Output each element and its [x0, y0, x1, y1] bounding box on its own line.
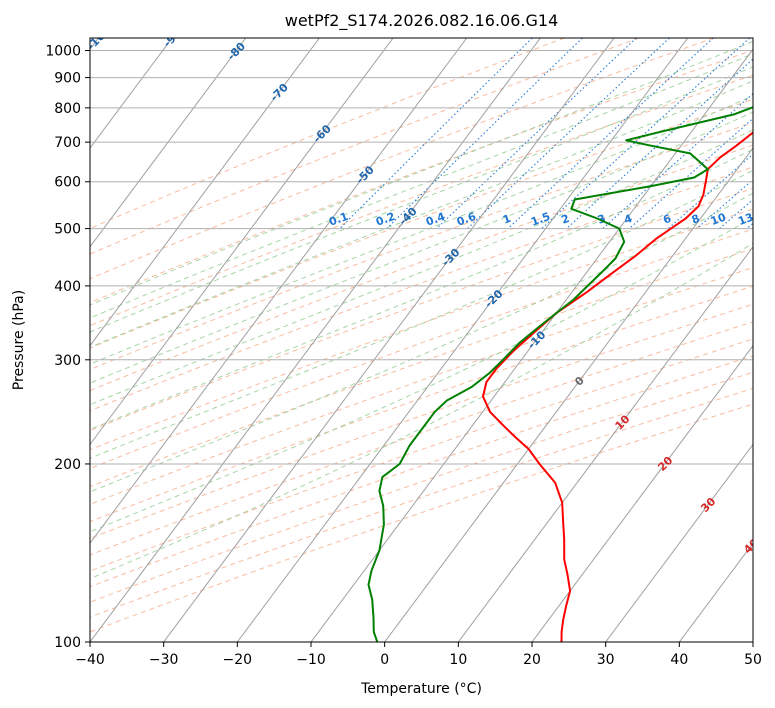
y-tick-label: 500	[54, 222, 81, 238]
y-tick-label: 800	[54, 101, 81, 117]
moist-adiabat-line	[90, 192, 753, 493]
dry-adiabat-line	[90, 267, 753, 505]
dry-adiabat-line	[90, 38, 715, 280]
mixing-ratio-line	[667, 153, 753, 230]
isotherm-line	[90, 38, 394, 446]
mixing-ratio-labels: 0.10.20.40.611.52346810131620253036	[327, 210, 755, 229]
dry-adiabat-line	[90, 371, 753, 603]
moist-adiabat-line	[90, 148, 753, 430]
x-tick-label: −10	[296, 652, 326, 668]
mixing-ratio-line	[339, 38, 533, 230]
dewpoint-trace	[367, 106, 753, 642]
y-tick-label: 200	[54, 457, 81, 473]
y-tick-label: 600	[54, 175, 81, 191]
temperature-trace	[482, 131, 753, 642]
x-tick-label: 20	[523, 652, 541, 668]
x-tick-label: 50	[744, 652, 762, 668]
sounding-traces	[367, 106, 753, 642]
dry-adiabat-label: 40	[741, 536, 761, 556]
mixing-ratio-label: 10	[709, 210, 728, 228]
y-tick-label: 400	[54, 279, 81, 295]
dry-adiabat-line	[90, 285, 753, 523]
x-tick-label: −20	[223, 652, 253, 668]
mixing-ratio-label: 4	[622, 212, 634, 227]
isotherm-line	[605, 443, 753, 642]
isotherm-line	[90, 38, 541, 642]
x-tick-label: −40	[75, 652, 105, 668]
mixing-ratio-label: 0.2	[374, 210, 397, 229]
y-tick-label: 1000	[45, 44, 81, 60]
pressure-gridlines	[90, 50, 753, 642]
moist-adiabat-line	[90, 53, 753, 319]
isotherm-line	[90, 38, 320, 347]
chart-title: wetPf2_S174.2026.082.16.06.G14	[285, 11, 559, 31]
moist-adiabat-line	[90, 169, 753, 459]
isotherm-line	[531, 344, 753, 642]
dry-adiabat-line	[90, 187, 753, 432]
mixing-ratio-label: 0.1	[327, 210, 350, 229]
mixing-ratio-line	[436, 38, 637, 230]
mixing-ratio-label: 0.6	[455, 210, 478, 229]
isotherm-line	[163, 38, 615, 642]
dry-adiabat-line	[90, 122, 753, 371]
mixing-ratio-label: 0.4	[424, 210, 447, 229]
y-tick-label: 900	[54, 71, 81, 87]
mixing-ratio-line	[507, 38, 714, 230]
isotherm-line	[384, 147, 753, 642]
isotherm-line	[90, 38, 468, 545]
isotherm-line	[90, 38, 173, 149]
x-tick-label: 0	[380, 652, 389, 668]
mixing-ratio-line	[566, 58, 753, 230]
x-tick-label: 30	[597, 652, 615, 668]
dry-adiabat-line	[90, 321, 753, 556]
mixing-ratio-label: 8	[690, 212, 702, 227]
y-tick-label: 700	[54, 135, 81, 151]
mixing-ratio-label: 1.5	[529, 210, 552, 229]
moist-adiabat-line	[90, 242, 753, 580]
isotherm-line	[457, 246, 753, 642]
x-axis-label: Temperature (°C)	[360, 681, 482, 697]
isotherm-line	[236, 38, 689, 642]
isotherm-line	[310, 48, 753, 642]
moist-adiabat-line	[90, 95, 753, 365]
x-tick-label: −30	[149, 652, 179, 668]
x-axis: −40 −30 −20 −10 0 10 20 30 40 50	[75, 642, 762, 668]
mixing-ratio-line	[386, 38, 583, 230]
y-tick-label: 100	[54, 635, 81, 651]
plot-frame	[89, 37, 754, 643]
dry-adiabat-line	[90, 38, 640, 255]
mixing-ratio-label: 6	[661, 212, 673, 227]
moist-adiabat-line	[90, 40, 753, 306]
dry-adiabat-line	[90, 166, 753, 412]
dry-adiabat-line	[90, 49, 753, 304]
x-tick-label: 10	[449, 652, 467, 668]
mixing-ratio-label: 1	[501, 212, 513, 227]
dry-adiabat-label: -90	[161, 26, 184, 49]
mixing-ratio-label: 3	[596, 212, 608, 227]
mixing-ratio-label: 2	[560, 212, 572, 227]
x-tick-label: 40	[670, 652, 688, 668]
mixing-ratio-label: 13	[736, 211, 755, 228]
y-axis-label: Pressure (hPa)	[11, 290, 27, 390]
y-axis: 100 200 300 400 500 600 700 800 900 1000	[45, 44, 90, 651]
y-tick-label: 300	[54, 353, 81, 369]
isotherm-line	[90, 38, 247, 248]
dry-adiabat-line	[90, 38, 565, 230]
